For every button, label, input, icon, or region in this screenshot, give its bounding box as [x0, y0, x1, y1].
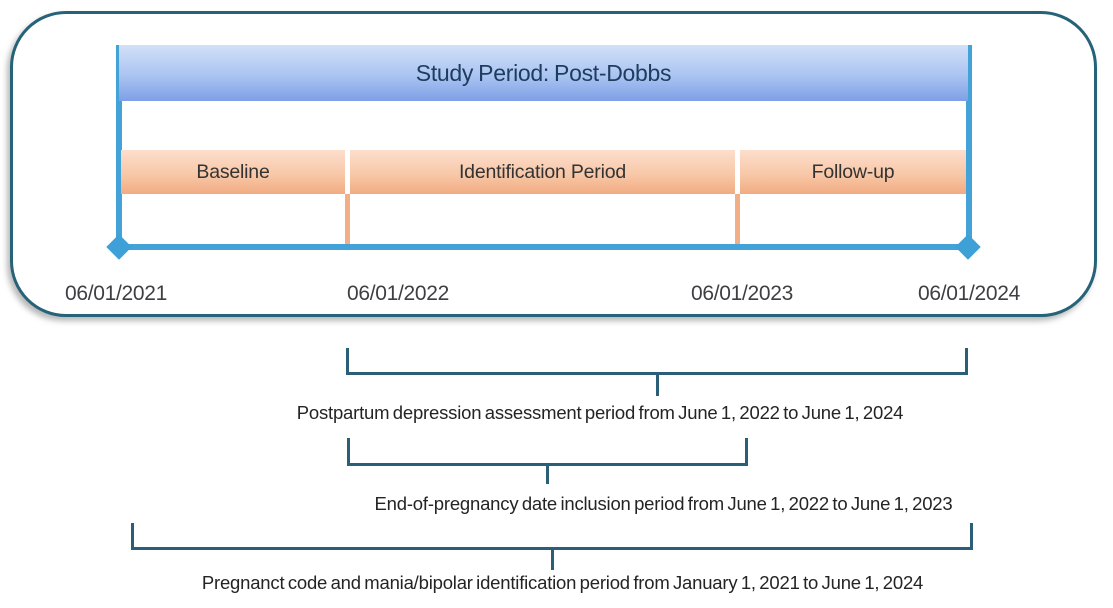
study-period-header: Study Period: Post-Dobbs: [119, 45, 968, 101]
timeline-left-riser: [116, 45, 122, 249]
bracket-pointer-tick: [655, 372, 659, 396]
bracket-end-tick: [970, 523, 973, 550]
date-label-2024: 06/01/2024: [917, 282, 1021, 305]
bracket-end-tick: [131, 523, 134, 550]
segment-identification-period: Identification Period: [350, 150, 735, 194]
segment-baseline-label: Baseline: [196, 160, 270, 183]
annotation-end-of-pregnancy-inclusion: End-of-pregnancy date inclusion period f…: [374, 493, 953, 514]
timeline-axis: [118, 244, 967, 250]
bracket-pregnancy-code-identification: [131, 523, 973, 570]
date-label-2023: 06/01/2023: [690, 282, 794, 305]
annotation-pregnancy-code-identification: Pregnanct code and mania/bipolar identif…: [201, 572, 924, 593]
segment-divider-tick-2023: [735, 194, 740, 248]
annotation-postpartum-assessment: Postpartum depression assessment period …: [296, 402, 904, 423]
timeline-right-riser: [966, 45, 972, 249]
date-label-2022: 06/01/2022: [346, 282, 450, 305]
bracket-end-tick: [346, 348, 349, 375]
bracket-pointer-tick: [546, 463, 549, 484]
segment-follow-up-label: Follow-up: [811, 160, 895, 183]
bracket-end-of-pregnancy-inclusion: [347, 438, 748, 484]
segment-follow-up: Follow-up: [740, 150, 966, 194]
date-label-2021: 06/01/2021: [64, 282, 168, 305]
bracket-postpartum-assessment: [346, 348, 968, 396]
segment-divider-tick-2022: [345, 194, 350, 248]
bracket-pointer-tick: [550, 547, 554, 570]
segment-identification-period-label: Identification Period: [458, 160, 627, 183]
study-period-title: Study Period: Post-Dobbs: [415, 59, 672, 86]
bracket-end-tick: [965, 348, 968, 375]
bracket-end-tick: [745, 438, 748, 466]
segment-baseline: Baseline: [121, 150, 345, 194]
bracket-end-tick: [347, 438, 350, 466]
